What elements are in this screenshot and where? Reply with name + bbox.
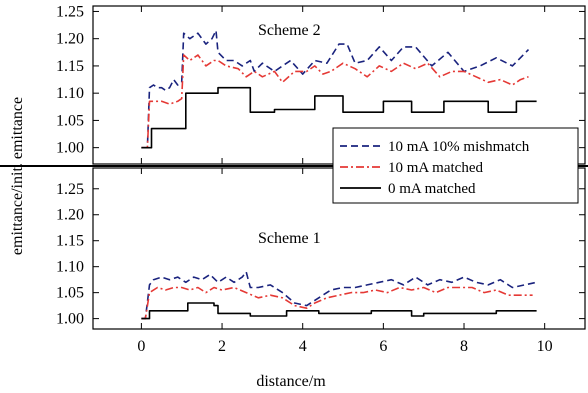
top-ytick-label: 1.15 xyxy=(56,58,84,75)
bottom-ytick-label: 1.00 xyxy=(56,311,84,328)
bottom-series-2-line xyxy=(141,302,537,320)
bottom-ytick-label: 1.15 xyxy=(56,233,84,250)
bottom-ytick-label: 1.05 xyxy=(56,285,84,302)
bottom-series-0-line xyxy=(141,271,537,320)
top-ytick-label: 1.00 xyxy=(56,140,84,157)
legend-box xyxy=(332,127,579,204)
legend-label-zero-current: 0 mA matched xyxy=(388,181,476,197)
top-panel-series xyxy=(141,29,537,149)
top-series-2-line xyxy=(141,86,537,149)
bottom-xtick-label: 2 xyxy=(218,338,226,355)
top-ytick-label: 1.05 xyxy=(56,112,84,129)
bottom-panel-series xyxy=(141,271,537,320)
top-panel-ticks: 1.00 1.05 1.10 1.15 1.20 1.25 xyxy=(56,3,585,164)
bottom-xtick-label: 8 xyxy=(460,338,468,355)
bottom-series-1-line xyxy=(141,286,533,320)
bottom-xtick-label: 10 xyxy=(537,338,553,355)
bottom-ytick-label: 1.20 xyxy=(56,207,84,224)
top-ytick-label: 1.25 xyxy=(56,3,84,20)
bottom-ytick-label: 1.25 xyxy=(56,181,84,198)
bottom-xtick-label: 4 xyxy=(299,338,307,355)
bottom-panel-ticks: 1.00 1.05 1.10 1.15 1.20 1.25 0 2 4 6 8 10 xyxy=(56,168,585,355)
bottom-ytick-label: 1.10 xyxy=(56,259,84,276)
legend: 10 mA 10% mishmatch 10 mA matched 0 mA m… xyxy=(332,127,579,204)
y-axis-title: emittance/init. emittance xyxy=(9,97,26,255)
top-series-0-line xyxy=(141,29,530,149)
top-ytick-label: 1.10 xyxy=(56,85,84,102)
bottom-panel-annotation: Scheme 1 xyxy=(258,230,321,247)
top-series-1-line xyxy=(141,54,529,149)
top-ytick-label: 1.20 xyxy=(56,31,84,48)
legend-label-mismatch: 10 mA 10% mishmatch xyxy=(388,139,530,155)
bottom-xtick-label: 6 xyxy=(379,338,387,355)
legend-label-matched: 10 mA matched xyxy=(388,160,483,176)
top-panel-annotation: Scheme 2 xyxy=(258,22,321,39)
x-axis-title: distance/m xyxy=(256,373,326,390)
bottom-xtick-label: 0 xyxy=(137,338,145,355)
